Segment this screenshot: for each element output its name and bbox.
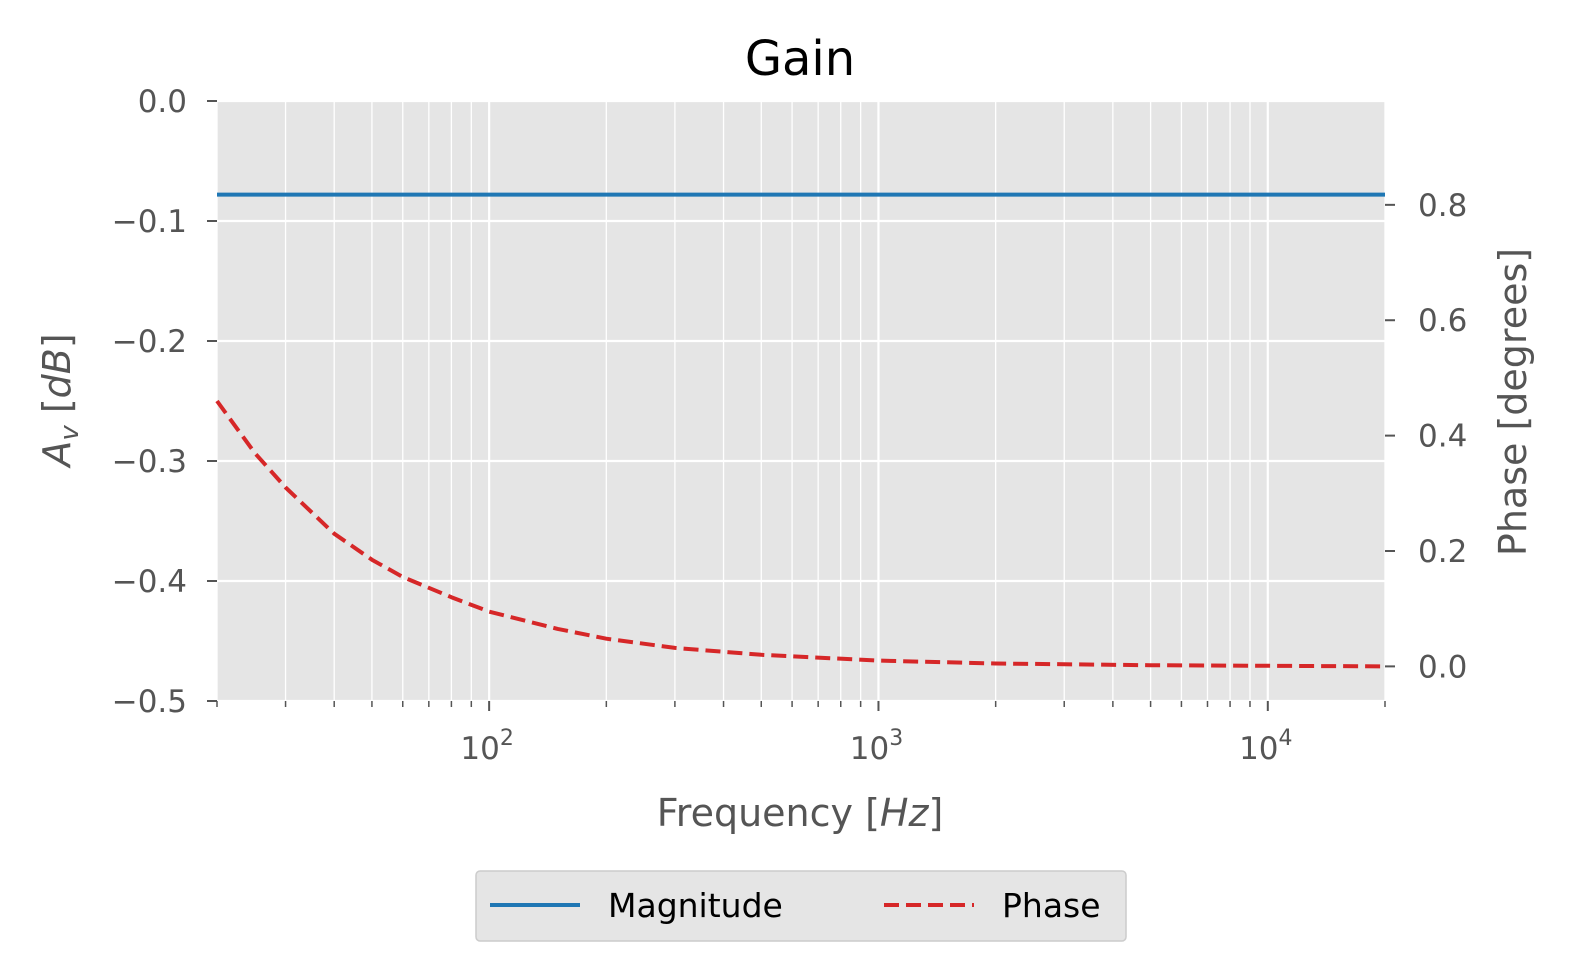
- legend-phase-label: Phase: [1002, 886, 1101, 925]
- x-tick-label-base: 10: [460, 731, 499, 767]
- minor-gridlines: [216, 101, 1386, 701]
- y-left-tick-label: −0.3: [112, 444, 187, 480]
- chart-title: Gain: [745, 31, 855, 87]
- x-tick-label-exponent: 2: [500, 726, 514, 751]
- x-axis-label-unit: Hz: [880, 791, 930, 835]
- y-right-tick-label: 0.0: [1418, 649, 1467, 685]
- x-tick-label: 103: [850, 726, 903, 767]
- y-left-axis-label-sub: v: [55, 425, 85, 441]
- legend-magnitude-label: Magnitude: [608, 886, 783, 925]
- y-right-axis-label: Phase [degrees]: [1491, 248, 1535, 556]
- y-left-axis-label-symbol: A: [35, 441, 79, 470]
- x-axis-label-text: Frequency: [657, 791, 853, 835]
- y-left-axis-label-unit: dB: [35, 348, 79, 398]
- y-left-axis-label-close-bracket: ]: [35, 333, 79, 348]
- y-right-tick-label: 0.4: [1418, 419, 1467, 455]
- x-tick-label-base: 10: [1239, 731, 1278, 767]
- y-right-tick-label: 0.6: [1418, 303, 1467, 339]
- plot-area: [217, 101, 1385, 701]
- x-tick-label: 104: [1239, 726, 1292, 767]
- legend: Magnitude Phase: [475, 870, 1127, 942]
- y-left-axis-label-open-bracket: [: [35, 398, 79, 425]
- x-tick-label-base: 10: [850, 731, 889, 767]
- x-axis-label-close-bracket: ]: [928, 791, 943, 835]
- x-tick-label: 102: [460, 726, 513, 767]
- y-left-tick-label: −0.1: [112, 204, 187, 240]
- x-tick-label-exponent: 3: [889, 726, 903, 751]
- y-left-axis-label: Av [dB]: [35, 333, 85, 469]
- x-axis-label-open-bracket: [: [853, 791, 880, 835]
- y-right-tick-label: 0.8: [1418, 188, 1467, 224]
- y-left-tick-label: 0.0: [138, 84, 187, 120]
- x-tick-label-exponent: 4: [1279, 726, 1293, 751]
- series-layer: [215, 192, 1386, 669]
- y-right-tick-label: 0.2: [1418, 534, 1467, 570]
- x-axis-label: Frequency [Hz]: [657, 791, 944, 835]
- y-left-axis-ticks: 0.0 −0.1 −0.2 −0.3 −0.4 −0.5: [112, 84, 217, 720]
- y-right-axis-ticks: 0.8 0.6 0.4 0.2 0.0: [1385, 188, 1467, 685]
- y-left-tick-label: −0.4: [112, 564, 187, 600]
- legend-box: [475, 870, 1127, 942]
- y-left-tick-label: −0.5: [112, 684, 187, 720]
- y-left-tick-label: −0.2: [112, 324, 187, 360]
- series-line-phase: [215, 399, 1386, 669]
- x-axis-ticks: 102 103 104: [216, 701, 1386, 767]
